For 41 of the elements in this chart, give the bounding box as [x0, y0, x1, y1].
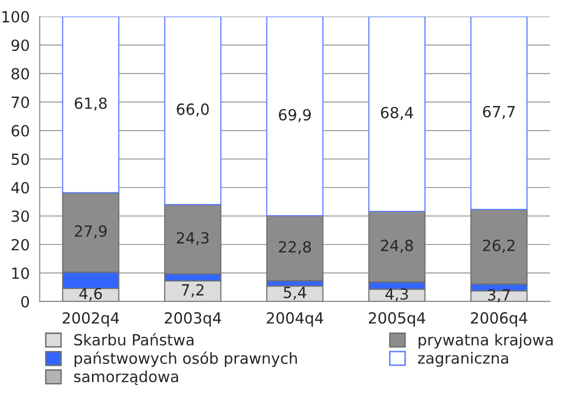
- y-tick-label: 40: [11, 182, 29, 194]
- bar: [470, 16, 528, 210]
- y-tick-label: 70: [12, 96, 29, 108]
- legend-label: zagraniczna: [418, 352, 508, 367]
- x-tick-label: 2004q4: [266, 312, 324, 327]
- y-tick-label: 10: [12, 267, 29, 280]
- y-tick-label: 0: [21, 296, 29, 308]
- bar: [368, 16, 426, 212]
- data-label: 22,8: [278, 241, 311, 254]
- data-label: 69,9: [278, 108, 311, 122]
- data-label: 66,0: [176, 103, 209, 117]
- data-label: 5,4: [284, 286, 306, 300]
- y-tick-label: 20: [12, 238, 29, 251]
- data-label: 3,7: [488, 289, 510, 302]
- x-tick-label: 2003q4: [164, 312, 222, 327]
- x-tick-label: 2006q4: [470, 312, 528, 327]
- data-label: 7,2: [182, 284, 204, 298]
- x-tick-label: 2005q4: [368, 312, 426, 327]
- bar: [164, 16, 222, 206]
- legend-label: Skarbu Państwa: [74, 333, 194, 346]
- bar: [62, 16, 120, 194]
- bar: [266, 16, 324, 216]
- y-tick-label: 50: [12, 153, 29, 166]
- x-tick-label: 2002q4: [62, 312, 120, 327]
- data-label: 26,2: [483, 240, 514, 253]
- data-label: 4,3: [386, 288, 408, 302]
- legend-label: państwowych osób prawnych: [74, 352, 297, 367]
- data-label: 68,4: [380, 106, 414, 120]
- y-tick-label: 30: [12, 210, 29, 222]
- y-tick-label: 100: [2, 10, 29, 23]
- data-label: 67,7: [483, 106, 515, 119]
- legend-label: prywatna krajowa: [418, 334, 553, 348]
- data-label: 61,8: [74, 97, 107, 111]
- data-label: 24,3: [176, 232, 209, 246]
- y-tick-label: 80: [12, 68, 29, 80]
- legend-label: samorządowa: [74, 370, 178, 386]
- y-tick-label: 60: [12, 124, 29, 137]
- y-tick-label: 90: [11, 39, 29, 52]
- data-label: 27,9: [74, 225, 107, 238]
- data-label: 24,8: [381, 240, 413, 253]
- data-label: 4,6: [79, 288, 102, 301]
